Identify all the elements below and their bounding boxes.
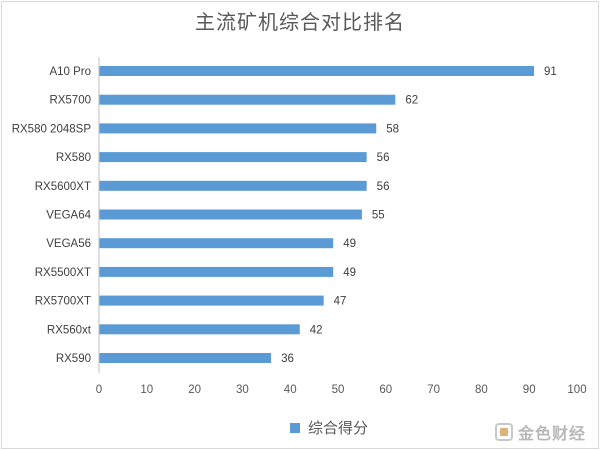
- category-label: VEGA64: [46, 210, 91, 222]
- data-label: 62: [405, 95, 418, 107]
- category-label: RX5700: [49, 95, 91, 107]
- category-label: RX560xt: [47, 324, 92, 336]
- bar: [99, 209, 362, 220]
- bar: [99, 238, 334, 249]
- watermark-logo-icon: [494, 423, 513, 441]
- data-label: 56: [377, 181, 390, 193]
- x-tick-label: 90: [523, 384, 536, 396]
- x-tick-label: 0: [96, 384, 102, 396]
- x-tick-label: 20: [188, 384, 201, 396]
- legend-label: 综合得分: [308, 419, 369, 437]
- watermark-text: 金色财经: [517, 424, 586, 443]
- category-label: RX580: [56, 152, 91, 164]
- data-label: 56: [377, 152, 390, 164]
- category-label: VEGA56: [46, 238, 91, 250]
- data-labels: 91 62 58 56 56 55 49 49 47 42 36: [281, 66, 557, 365]
- x-tick-label: 80: [475, 384, 488, 396]
- x-tick-label: 40: [284, 384, 297, 396]
- x-axis: 0 10 20 30 40 50 60 70 80 90 100: [96, 57, 587, 396]
- x-tick-label: 70: [427, 384, 440, 396]
- x-tick-label: 30: [236, 384, 249, 396]
- x-tick-label: 100: [567, 384, 586, 396]
- x-tick-label: 60: [379, 384, 392, 396]
- category-label: RX5700XT: [35, 296, 91, 308]
- category-label: RX590: [56, 353, 91, 365]
- data-label: 36: [281, 353, 294, 365]
- data-label: 49: [343, 238, 356, 250]
- category-labels: A10 Pro RX5700 RX580 2048SP RX580 RX5600XT VE…: [12, 66, 92, 365]
- watermark: 金色财经: [494, 420, 586, 444]
- x-tick-label: 50: [332, 384, 345, 396]
- category-label: RX580 2048SP: [12, 123, 92, 135]
- bar: [99, 324, 300, 335]
- bar: [99, 152, 367, 163]
- data-label: 58: [386, 123, 399, 135]
- category-label: A10 Pro: [49, 66, 91, 78]
- legend: 综合得分: [290, 417, 368, 438]
- x-tick-label: 10: [140, 384, 153, 396]
- bar: [99, 94, 396, 105]
- category-label: RX5600XT: [35, 181, 91, 193]
- bar: [99, 123, 377, 134]
- bar: [99, 180, 367, 191]
- data-label: 47: [334, 296, 347, 308]
- data-label: 49: [343, 267, 356, 279]
- category-label: RX5500XT: [35, 267, 91, 279]
- bar: [99, 66, 534, 76]
- legend-swatch: [290, 422, 300, 433]
- bar: [99, 353, 272, 363]
- data-label: 91: [544, 66, 557, 78]
- bar: [99, 266, 334, 277]
- chart-title: 主流矿机综合对比排名: [195, 10, 405, 34]
- bars-layer: [99, 66, 534, 363]
- data-label: 55: [372, 210, 385, 222]
- data-label: 42: [310, 324, 323, 336]
- bar: [99, 295, 324, 306]
